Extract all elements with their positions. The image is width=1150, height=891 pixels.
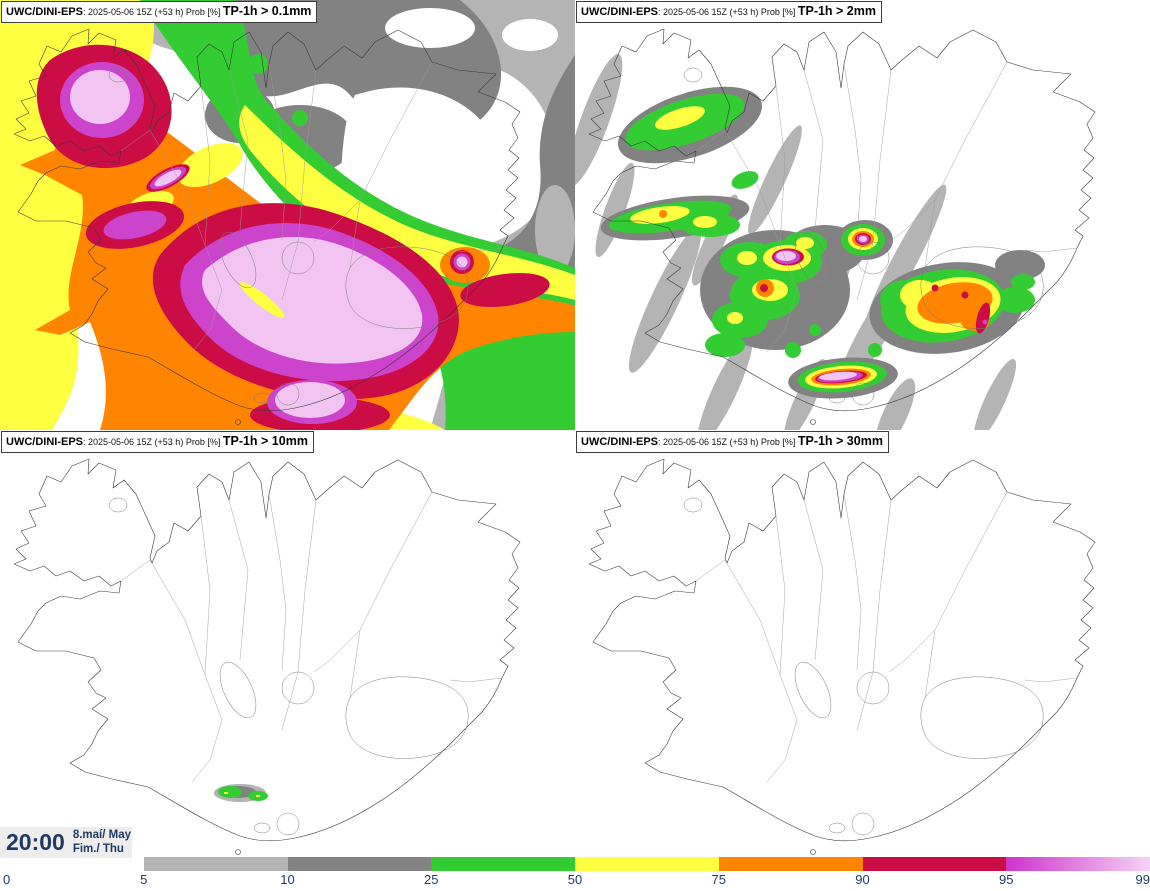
legend-segment-50-75 xyxy=(575,857,719,871)
panel-title: UWC/DINI-EPS: 2025-05-06 15Z (+53 h) Pro… xyxy=(1,1,318,23)
panel-prob-2mm: UWC/DINI-EPS: 2025-05-06 15Z (+53 h) Pro… xyxy=(575,0,1150,430)
prob-field-2mm xyxy=(575,0,1150,430)
probability-colorbar xyxy=(0,857,1150,871)
panel-title: UWC/DINI-EPS: 2025-05-06 15Z (+53 h) Pro… xyxy=(1,431,314,453)
threshold-label: TP-1h > 0.1mm xyxy=(222,4,312,18)
legend-tick-10: 10 xyxy=(280,872,295,887)
prob-field-0p1mm xyxy=(0,0,575,430)
legend-segment-25-50 xyxy=(431,857,575,871)
valid-time-box: 20:00 8.maí/ May Fim./ Thu xyxy=(0,827,132,858)
panel-title: UWC/DINI-EPS: 2025-05-06 15Z (+53 h) Pro… xyxy=(576,1,882,23)
prob-field-30mm xyxy=(575,430,1150,860)
valid-time: 20:00 xyxy=(6,829,65,855)
pink-cores xyxy=(776,236,867,381)
map-prob-10mm xyxy=(0,430,575,860)
legend-tick-0: 0 xyxy=(3,872,11,887)
legend-tick-25: 25 xyxy=(424,872,439,887)
legend-segment-75-90 xyxy=(718,857,863,871)
model-name: UWC/DINI-EPS xyxy=(581,6,658,18)
panel-prob-30mm: UWC/DINI-EPS: 2025-05-06 15Z (+53 h) Pro… xyxy=(575,430,1150,860)
legend-tick-95: 95 xyxy=(999,872,1014,887)
valid-date-line: 8.maí/ May xyxy=(72,828,131,841)
valid-day-line: Fim./ Thu xyxy=(72,842,124,855)
probability-colorbar-ticks: 0 5 10 25 50 75 90 95 99 xyxy=(0,871,1150,890)
panel-prob-10mm: UWC/DINI-EPS: 2025-05-06 15Z (+53 h) Pro… xyxy=(0,430,575,860)
legend-segment-90-95 xyxy=(862,857,1007,871)
panel-prob-0p1mm: UWC/DINI-EPS: 2025-05-06 15Z (+53 h) Pro… xyxy=(0,0,575,430)
legend-tick-90: 90 xyxy=(855,872,870,887)
map-prob-2mm xyxy=(575,0,1150,430)
map-prob-0p1mm xyxy=(0,0,575,430)
legend-tick-50: 50 xyxy=(567,872,583,887)
threshold-label: TP-1h > 10mm xyxy=(222,434,308,448)
legend-segment-10-25 xyxy=(287,857,432,871)
threshold-label: TP-1h > 2mm xyxy=(797,4,876,18)
model-name: UWC/DINI-EPS xyxy=(581,436,658,448)
legend-tick-99: 99 xyxy=(1135,872,1150,887)
legend-tick-5: 5 xyxy=(140,872,148,887)
run-info: : 2025-05-06 15Z (+53 h) Prob [%] xyxy=(83,7,223,17)
legend-segment-95-99 xyxy=(1006,857,1150,871)
model-name: UWC/DINI-EPS xyxy=(6,436,83,448)
legend-segment-5-10 xyxy=(143,857,288,871)
prob-field-10mm xyxy=(0,430,575,860)
valid-date: 8.maí/ May Fim./ Thu xyxy=(73,829,131,857)
map-prob-30mm xyxy=(575,430,1150,860)
run-info: : 2025-05-06 15Z (+53 h) Prob [%] xyxy=(658,437,798,447)
threshold-label: TP-1h > 30mm xyxy=(797,434,883,448)
run-info: : 2025-05-06 15Z (+53 h) Prob [%] xyxy=(83,437,223,447)
legend-tick-75: 75 xyxy=(711,872,726,887)
model-name: UWC/DINI-EPS xyxy=(6,6,83,18)
panel-title: UWC/DINI-EPS: 2025-05-06 15Z (+53 h) Pro… xyxy=(576,431,889,453)
run-info: : 2025-05-06 15Z (+53 h) Prob [%] xyxy=(658,7,798,17)
